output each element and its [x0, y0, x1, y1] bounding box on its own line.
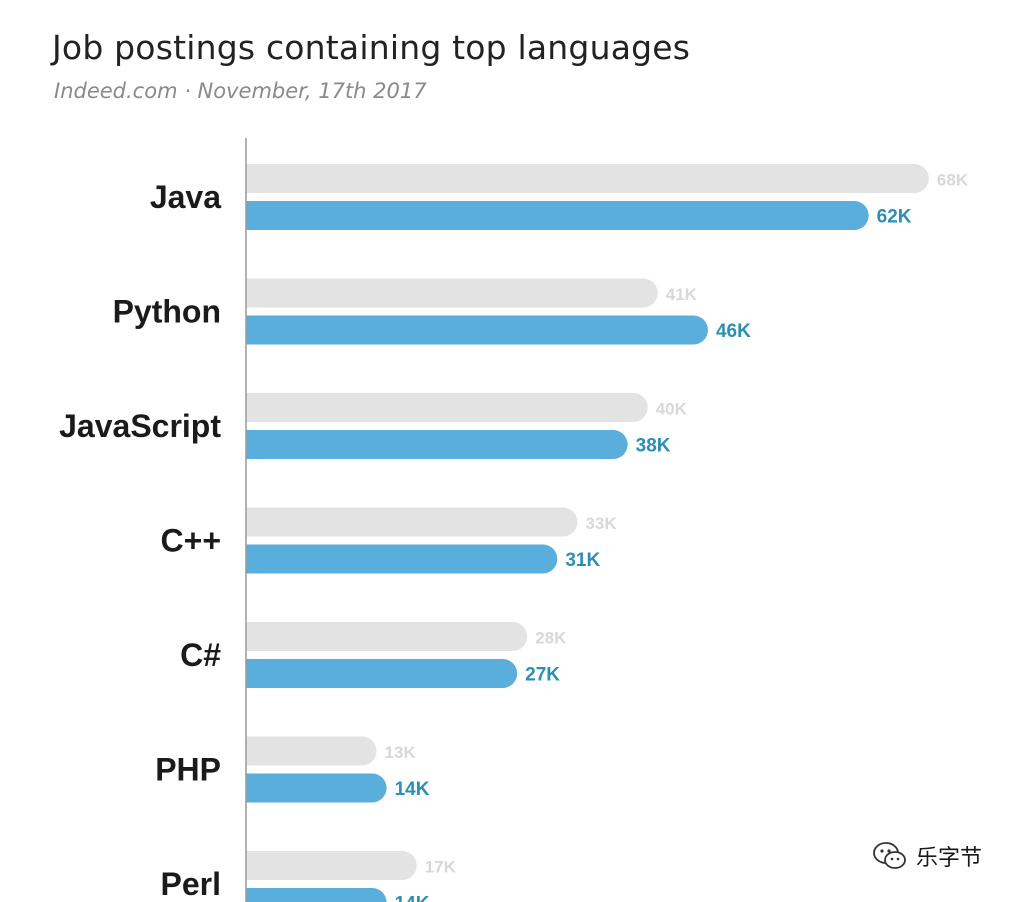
- secondary-bar: [246, 164, 929, 193]
- secondary-bar: [246, 507, 578, 537]
- secondary-value-label: 13K: [385, 743, 417, 762]
- category-label: C#: [180, 637, 221, 673]
- secondary-bar: [246, 736, 377, 766]
- secondary-bar: [246, 393, 648, 422]
- secondary-value-label: 41K: [666, 285, 698, 304]
- chart-subtitle: Indeed.com · November, 17th 2017: [54, 79, 427, 103]
- secondary-bar: [246, 622, 528, 651]
- primary-bar: [246, 773, 387, 803]
- primary-bar: [246, 315, 708, 345]
- watermark: 乐字节: [872, 840, 982, 872]
- secondary-value-label: 33K: [585, 514, 617, 533]
- secondary-value-label: 17K: [425, 858, 457, 877]
- primary-value-label: 46K: [716, 321, 751, 342]
- primary-value-label: 27K: [525, 665, 560, 686]
- primary-value-label: 62K: [877, 207, 912, 228]
- primary-bar: [246, 659, 518, 688]
- category-label: JavaScript: [59, 408, 221, 444]
- category-label: Perl: [161, 866, 221, 902]
- wechat-icon: [873, 842, 906, 869]
- secondary-bar: [246, 851, 417, 880]
- category-label: C++: [161, 523, 221, 559]
- primary-value-label: 38K: [636, 436, 671, 457]
- primary-bar: [246, 430, 628, 459]
- primary-bar: [246, 888, 387, 902]
- watermark-text: 乐字节: [916, 846, 983, 871]
- category-label: Python: [113, 294, 221, 330]
- secondary-value-label: 68K: [937, 171, 969, 190]
- primary-bar: [246, 544, 558, 574]
- primary-value-label: 14K: [395, 894, 430, 902]
- chart-title: Job postings containing top languages: [52, 28, 691, 67]
- category-label: Java: [150, 179, 221, 215]
- primary-bar: [246, 201, 869, 230]
- primary-value-label: 31K: [565, 550, 600, 571]
- category-label: PHP: [155, 752, 221, 788]
- secondary-value-label: 28K: [535, 629, 567, 648]
- secondary-value-label: 40K: [656, 400, 688, 419]
- primary-value-label: 14K: [395, 779, 430, 800]
- secondary-bar: [246, 278, 658, 308]
